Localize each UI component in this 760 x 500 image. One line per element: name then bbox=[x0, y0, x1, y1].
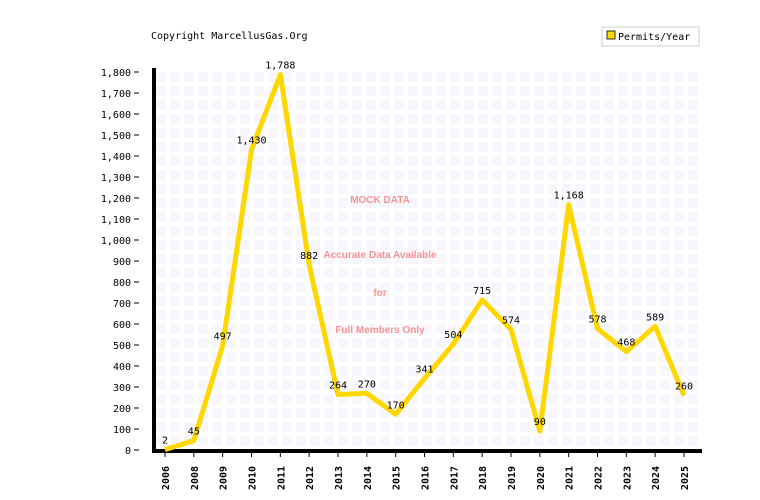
y-tick-label: 1,300 bbox=[101, 173, 131, 184]
x-tick-label: 2010 bbox=[248, 466, 259, 490]
data-label: 589 bbox=[646, 312, 664, 323]
x-tick-label: 2013 bbox=[334, 466, 345, 490]
x-tick-label: 2016 bbox=[421, 466, 432, 490]
y-tick-label: 1,400 bbox=[101, 152, 131, 163]
watermark: Accurate Data Available bbox=[323, 250, 437, 261]
x-tick-label: 2017 bbox=[449, 466, 460, 490]
x-tick-label: 2025 bbox=[680, 466, 691, 490]
data-label: 341 bbox=[415, 364, 433, 375]
data-label: 468 bbox=[617, 338, 635, 349]
y-tick-label: 1,600 bbox=[101, 110, 131, 121]
y-tick-label: 500 bbox=[113, 341, 131, 352]
x-tick-label: 2020 bbox=[536, 466, 547, 490]
y-tick-label: 300 bbox=[113, 383, 131, 394]
data-label: 270 bbox=[358, 379, 376, 390]
legend-swatch bbox=[606, 30, 616, 40]
y-tick-label: 0 bbox=[125, 446, 131, 457]
x-tick-label: 2008 bbox=[190, 466, 201, 490]
data-label: 264 bbox=[329, 381, 347, 392]
y-tick-label: 400 bbox=[113, 362, 131, 373]
y-tick-label: 1,500 bbox=[101, 131, 131, 142]
x-tick-label: 2011 bbox=[276, 466, 287, 490]
y-tick-label: 1,800 bbox=[101, 68, 131, 79]
data-label: 715 bbox=[473, 286, 491, 297]
data-label: 170 bbox=[387, 400, 405, 411]
y-tick-label: 1,700 bbox=[101, 89, 131, 100]
y-tick-label: 1,000 bbox=[101, 236, 131, 247]
y-tick-label: 1,200 bbox=[101, 194, 131, 205]
data-label: 574 bbox=[502, 315, 520, 326]
data-label: 45 bbox=[188, 427, 200, 438]
data-label: 2 bbox=[162, 436, 168, 447]
watermark: MOCK DATA bbox=[350, 195, 410, 206]
y-tick-label: 1,100 bbox=[101, 215, 131, 226]
x-tick-label: 2018 bbox=[478, 466, 489, 490]
x-tick-label: 2021 bbox=[565, 466, 576, 490]
x-tick-label: 2009 bbox=[219, 466, 230, 490]
legend-label: Permits/Year bbox=[618, 32, 690, 43]
y-tick-label: 700 bbox=[113, 299, 131, 310]
x-tick-label: 2014 bbox=[363, 466, 374, 490]
data-label: 578 bbox=[588, 315, 606, 326]
data-label: 90 bbox=[534, 417, 546, 428]
x-tick-label: 2022 bbox=[594, 466, 605, 490]
chart-title: Copyright MarcellusGas.Org bbox=[151, 31, 308, 42]
y-tick-label: 100 bbox=[113, 425, 131, 436]
legend-box bbox=[601, 26, 700, 47]
data-line bbox=[164, 72, 687, 452]
data-label: 260 bbox=[675, 381, 693, 392]
watermark: Full Members Only bbox=[335, 325, 425, 336]
x-tick-label: 2006 bbox=[161, 466, 172, 490]
x-tick-label: 2023 bbox=[622, 466, 633, 490]
data-label: 1,788 bbox=[265, 61, 295, 72]
plot-background bbox=[152, 68, 702, 450]
y-tick-label: 800 bbox=[113, 278, 131, 289]
data-label: 504 bbox=[444, 330, 462, 341]
data-label: 1,168 bbox=[554, 191, 584, 202]
data-label: 1,430 bbox=[236, 136, 266, 147]
y-tick-label: 600 bbox=[113, 320, 131, 331]
x-tick-label: 2019 bbox=[507, 466, 518, 490]
x-tick-label: 2024 bbox=[651, 466, 662, 490]
y-tick-label: 200 bbox=[113, 404, 131, 415]
x-tick-label: 2015 bbox=[392, 466, 403, 490]
y-tick-label: 900 bbox=[113, 257, 131, 268]
watermark: for bbox=[373, 288, 386, 299]
data-label: 882 bbox=[300, 251, 318, 262]
x-tick-label: 2012 bbox=[305, 466, 316, 490]
data-label: 497 bbox=[214, 332, 232, 343]
